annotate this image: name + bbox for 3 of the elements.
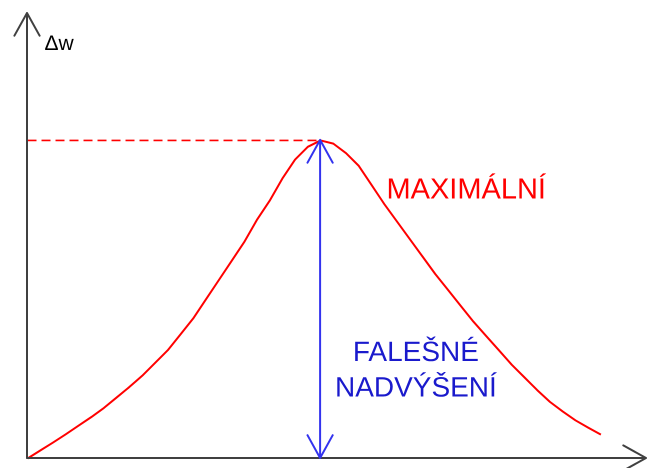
- series-label: MAXIMÁLNÍ: [386, 172, 547, 206]
- y-axis-title: Δw: [44, 32, 75, 55]
- annotation: FALEŠNÉ NADVÝŠENÍ: [334, 336, 498, 403]
